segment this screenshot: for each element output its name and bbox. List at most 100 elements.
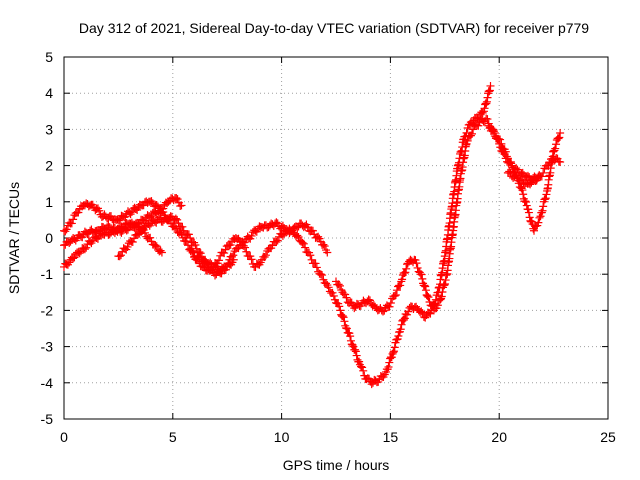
data-point [69, 215, 78, 224]
x-tick-label: 15 [383, 429, 399, 445]
data-point [301, 243, 310, 252]
data-point [194, 255, 203, 264]
data-point [522, 201, 531, 210]
data-point [303, 223, 312, 232]
data-point [229, 251, 238, 260]
y-tick-label: -1 [41, 266, 54, 282]
data-point [62, 225, 71, 234]
data-point [384, 363, 393, 372]
data-point [226, 240, 235, 249]
data-point [507, 159, 516, 168]
data-point [496, 135, 505, 144]
data-point [241, 243, 250, 252]
data-point [400, 315, 408, 324]
x-axis-label: GPS time / hours [283, 457, 390, 473]
data-point [187, 244, 196, 253]
data-point [440, 281, 449, 290]
data-point [188, 248, 197, 257]
data-point [128, 237, 137, 246]
data-point [490, 129, 499, 138]
data-point [173, 195, 182, 204]
data-point [123, 242, 132, 251]
data-point [82, 243, 91, 252]
data-point [239, 241, 248, 250]
data-point [336, 306, 345, 315]
data-point [398, 275, 407, 284]
y-axis-label: SDTVAR / TECUs [6, 182, 22, 294]
data-point [539, 168, 548, 177]
data-point [69, 254, 78, 263]
data-point [418, 274, 427, 283]
data-point [426, 309, 435, 318]
data-point [115, 252, 124, 261]
data-point [541, 194, 550, 203]
data-point [306, 251, 315, 260]
data-point [538, 206, 547, 215]
data-point [417, 270, 426, 279]
data-point [339, 313, 348, 322]
data-point [227, 252, 236, 261]
data-point [95, 227, 104, 236]
data-point [525, 213, 534, 222]
data-point [346, 332, 355, 341]
data-point [535, 213, 544, 222]
data-point [437, 292, 446, 301]
plot-frame [63, 56, 609, 420]
data-point [501, 147, 510, 156]
data-point [316, 270, 325, 279]
data-point [334, 280, 343, 289]
data-point [522, 198, 531, 207]
data-point [394, 331, 403, 340]
data-point [555, 133, 564, 142]
data-point [386, 354, 395, 363]
data-point [342, 293, 351, 302]
data-point [294, 232, 303, 241]
data-point [127, 218, 136, 227]
data-point [539, 202, 548, 211]
data-point [178, 222, 187, 231]
data-point [385, 358, 394, 367]
y-tick-label: 0 [45, 230, 53, 246]
data-point [494, 134, 503, 143]
data-point [390, 347, 399, 356]
data-point [260, 252, 269, 261]
y-tick-label: 4 [45, 85, 53, 101]
data-point [70, 253, 79, 262]
data-point [184, 230, 193, 239]
data-point [552, 140, 561, 149]
data-point [272, 237, 281, 246]
data-point [387, 353, 396, 362]
y-tick-label: 5 [45, 49, 53, 65]
data-point [486, 81, 495, 90]
data-point [235, 237, 244, 246]
data-point [80, 245, 89, 254]
data-point [523, 171, 532, 180]
x-tick-label: 5 [169, 429, 177, 445]
x-tick-label: 0 [60, 429, 68, 445]
data-point [474, 121, 483, 130]
data-point [542, 190, 551, 199]
y-tick-label: -5 [41, 411, 54, 427]
data-point [335, 302, 344, 311]
data-point [397, 320, 406, 329]
data-point [218, 266, 227, 275]
data-point [177, 201, 186, 210]
data-point [508, 163, 517, 172]
data-point [386, 298, 395, 307]
data-point [242, 247, 251, 256]
data-point [537, 208, 546, 217]
data-point [534, 218, 543, 227]
data-point [152, 242, 161, 251]
data-point [391, 291, 400, 300]
data-point [186, 234, 195, 242]
chart-title: Day 312 of 2021, Sidereal Day-to-day VTE… [79, 20, 589, 36]
data-point [524, 208, 533, 217]
data-point [497, 139, 506, 148]
data-point [273, 236, 282, 245]
data-point [133, 230, 142, 239]
data-point [551, 144, 560, 153]
data-point [338, 311, 347, 320]
data-point [424, 293, 433, 302]
data-point [556, 157, 565, 166]
